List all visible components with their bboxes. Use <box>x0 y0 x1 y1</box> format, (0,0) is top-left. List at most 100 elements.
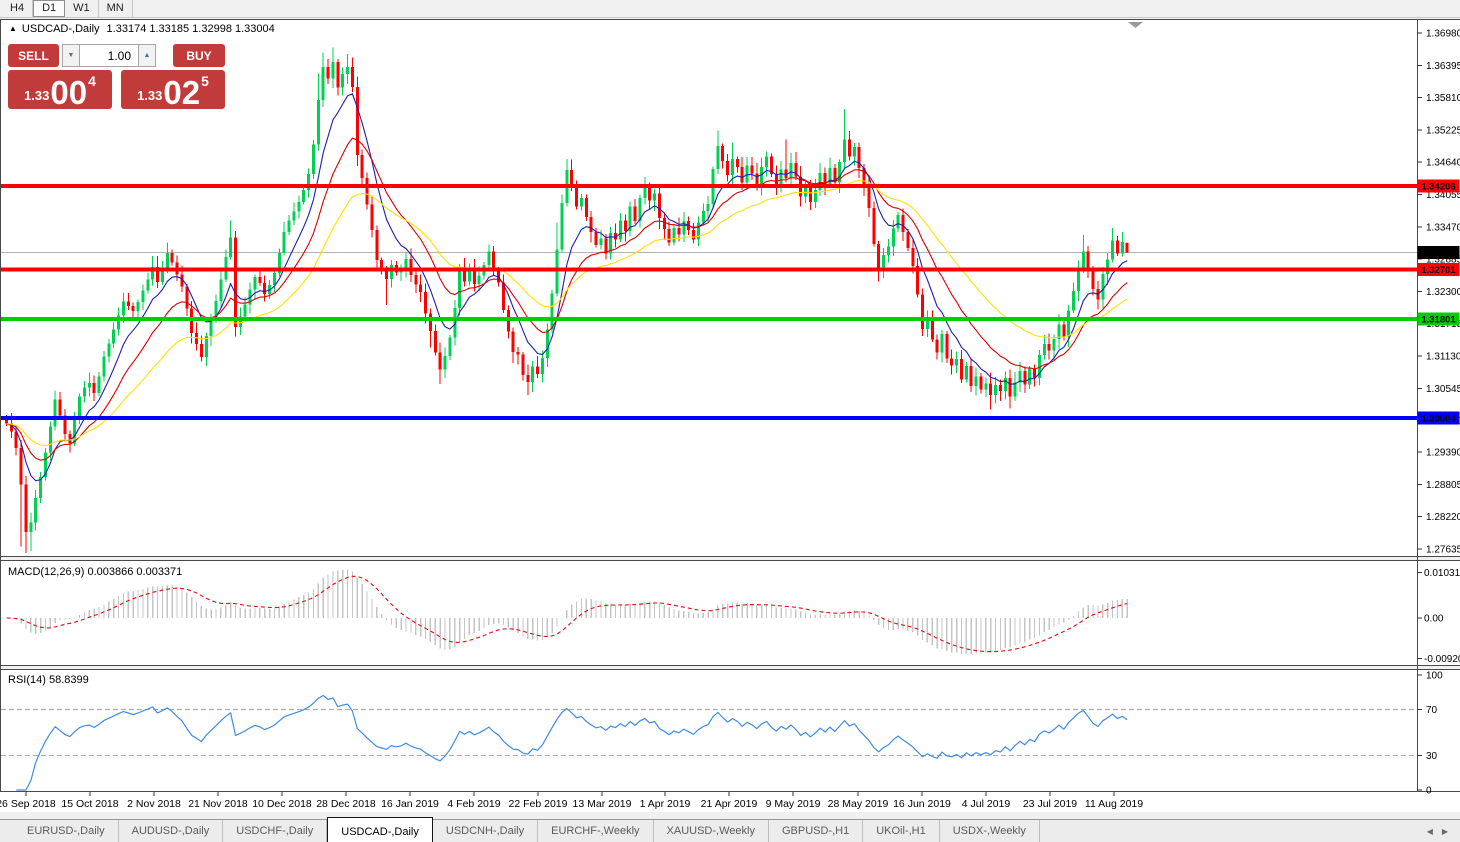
price-level-label: 1.30004 <box>1417 411 1460 425</box>
price-level-label: 1.34206 <box>1417 179 1460 193</box>
candlesticks <box>5 47 1129 554</box>
volume-decrement-icon[interactable]: ▼ <box>62 44 81 67</box>
y-axis-tick: 1.36395 <box>1426 61 1460 72</box>
tab-xauusd-weekly[interactable]: XAUUSD-,Weekly <box>654 820 769 842</box>
tab-scroll-right-icon[interactable]: ▶ <box>1441 826 1448 836</box>
timeframe-toolbar: H4 D1 W1 MN <box>0 0 1460 18</box>
tab-scroll-left-icon[interactable]: ◀ <box>1426 826 1433 836</box>
macd-axis-tick: -0.009203 <box>1424 654 1460 665</box>
x-axis-tick: 21 Apr 2019 <box>701 798 758 810</box>
tab-audusd-daily[interactable]: AUDUSD-,Daily <box>119 820 224 842</box>
tab-ukoil-h1[interactable]: UKOil-,H1 <box>863 820 940 842</box>
y-axis-tick: 1.36980 <box>1426 29 1460 40</box>
moving-average-line-8 <box>6 93 1128 482</box>
x-axis-tick: 1 Apr 2019 <box>640 798 691 810</box>
sell-button[interactable]: SELL <box>8 44 60 67</box>
chart-canvas: 1.36980 1.36395 1.35810 1.35225 1.34640 1.340… <box>0 19 1460 812</box>
y-axis-tick: 1.32300 <box>1426 287 1460 298</box>
sell-price-box[interactable]: 1.33 00 4 <box>8 70 112 109</box>
x-axis-tick: 16 Jan 2019 <box>381 798 439 810</box>
price-level-label: 1.33004 <box>1417 246 1460 260</box>
x-axis-tick: 4 Jul 2019 <box>962 798 1011 810</box>
price-level-label: 1.32701 <box>1417 262 1460 276</box>
rsi-line <box>16 694 1128 791</box>
y-axis-tick: 1.28220 <box>1426 512 1460 523</box>
tab-scroll-arrows: ◀ ▶ <box>1427 820 1448 842</box>
buy-price-box[interactable]: 1.33 02 5 <box>121 70 225 109</box>
macd-axis-tick: 0.00 <box>1424 614 1444 625</box>
y-axis-tick: 1.35225 <box>1426 125 1460 136</box>
x-axis-tick: 10 Dec 2018 <box>252 798 312 810</box>
x-axis-tick: 15 Oct 2018 <box>61 798 118 810</box>
date-axis: 26 Sep 2018 15 Oct 2018 2 Nov 2018 21 Nov 2… <box>0 792 1143 810</box>
tab-usdcad-daily[interactable]: USDCAD-,Daily <box>327 817 433 842</box>
tab-gbpusd-h1[interactable]: GBPUSD-,H1 <box>769 820 864 842</box>
volume-increment-icon[interactable]: ▲ <box>138 44 157 67</box>
x-axis-tick: 26 Sep 2018 <box>0 798 56 810</box>
tab-usdchf-daily[interactable]: USDCHF-,Daily <box>223 820 328 842</box>
x-axis-tick: 13 Mar 2019 <box>573 798 632 810</box>
moving-average-line-17 <box>6 137 1128 461</box>
x-axis-tick: 21 Nov 2018 <box>188 798 248 810</box>
rsi-indicator-label: RSI(14) 58.8399 <box>8 674 89 686</box>
tab-eurusd-daily[interactable]: EURUSD-,Daily <box>14 820 119 842</box>
rsi-axis-tick: 100 <box>1426 670 1443 681</box>
x-axis-tick: 22 Feb 2019 <box>509 798 568 810</box>
svg-text:1.30004: 1.30004 <box>1421 414 1456 425</box>
chart-ohlc-values: 1.33174 1.33185 1.32998 1.33004 <box>106 23 275 35</box>
one-click-trading-panel: SELL ▼ 1.00 ▲ BUY 1.33 00 4 1.33 02 5 <box>8 44 225 109</box>
svg-text:1.33004: 1.33004 <box>1421 248 1456 259</box>
svg-text:1.34206: 1.34206 <box>1421 182 1455 193</box>
sell-price-digits: 00 <box>50 74 88 111</box>
x-axis-tick: 28 Dec 2018 <box>316 798 376 810</box>
y-axis-tick: 1.34640 <box>1426 158 1460 169</box>
chart-shift-marker-icon[interactable] <box>1128 22 1143 28</box>
volume-spinner: ▼ 1.00 ▲ <box>62 44 157 67</box>
svg-text:1.31801: 1.31801 <box>1421 314 1456 325</box>
moving-average-line-34 <box>6 180 1128 446</box>
buy-price-digits: 02 <box>163 74 201 111</box>
rsi-axis-tick: 70 <box>1426 705 1438 716</box>
macd-histogram <box>10 569 1128 655</box>
y-axis-tick: 1.30545 <box>1426 384 1460 395</box>
collapse-triangle-icon[interactable]: ▲ <box>9 24 17 33</box>
timeframe-button-W1[interactable]: W1 <box>65 0 99 17</box>
y-axis-tick: 1.35810 <box>1426 93 1460 104</box>
rsi-axis-tick: 0 <box>1426 786 1432 797</box>
y-axis-tick: 1.29390 <box>1426 448 1460 459</box>
buy-price-pip: 5 <box>201 73 209 89</box>
chart-tab-bar: EURUSD-,Daily AUDUSD-,Daily USDCHF-,Daily U… <box>0 817 1460 842</box>
x-axis-tick: 11 Aug 2019 <box>1085 798 1143 810</box>
panel-frame <box>0 19 1460 792</box>
macd-signal-line <box>6 575 1128 653</box>
y-axis-tick: 1.32885 <box>1426 255 1460 266</box>
trade-prices-row: 1.33 00 4 1.33 02 5 <box>8 70 225 109</box>
tab-usdcnh-daily[interactable]: USDCNH-,Daily <box>433 820 539 842</box>
x-axis-tick: 16 Jun 2019 <box>893 798 951 810</box>
chart-symbol-label: USDCAD-,Daily <box>21 23 100 35</box>
tab-usdx-weekly[interactable]: USDX-,Weekly <box>940 820 1040 842</box>
timeframe-button-H4[interactable]: H4 <box>2 0 34 17</box>
y-axis-tick: 1.27635 <box>1426 545 1460 556</box>
volume-input[interactable]: 1.00 <box>80 44 139 67</box>
x-axis-tick: 28 May 2019 <box>828 798 889 810</box>
y-axis-tick: 1.34055 <box>1426 190 1460 201</box>
timeframe-button-MN[interactable]: MN <box>99 0 133 17</box>
macd-indicator-label: MACD(12,26,9) 0.003866 0.003371 <box>8 566 182 578</box>
timeframe-button-D1[interactable]: D1 <box>33 0 66 17</box>
sell-price-pip: 4 <box>88 73 96 89</box>
price-level-label: 1.31801 <box>1417 312 1460 326</box>
trade-controls-row: SELL ▼ 1.00 ▲ BUY <box>8 44 225 67</box>
y-axis-tick: 1.31130 <box>1426 352 1460 363</box>
buy-button[interactable]: BUY <box>173 44 225 67</box>
macd-axis-tick: 0.010311 <box>1424 568 1460 579</box>
tab-eurchf-weekly[interactable]: EURCHF-,Weekly <box>538 820 654 842</box>
y-axis-tick: 1.28805 <box>1426 480 1460 491</box>
rsi-axis-tick: 30 <box>1426 751 1438 762</box>
x-axis-tick: 4 Feb 2019 <box>447 798 500 810</box>
y-axis-tick: 1.33470 <box>1426 222 1460 233</box>
buy-price-prefix: 1.33 <box>137 88 163 103</box>
x-axis-tick: 23 Jul 2019 <box>1023 798 1077 810</box>
x-axis-tick: 9 May 2019 <box>766 798 821 810</box>
